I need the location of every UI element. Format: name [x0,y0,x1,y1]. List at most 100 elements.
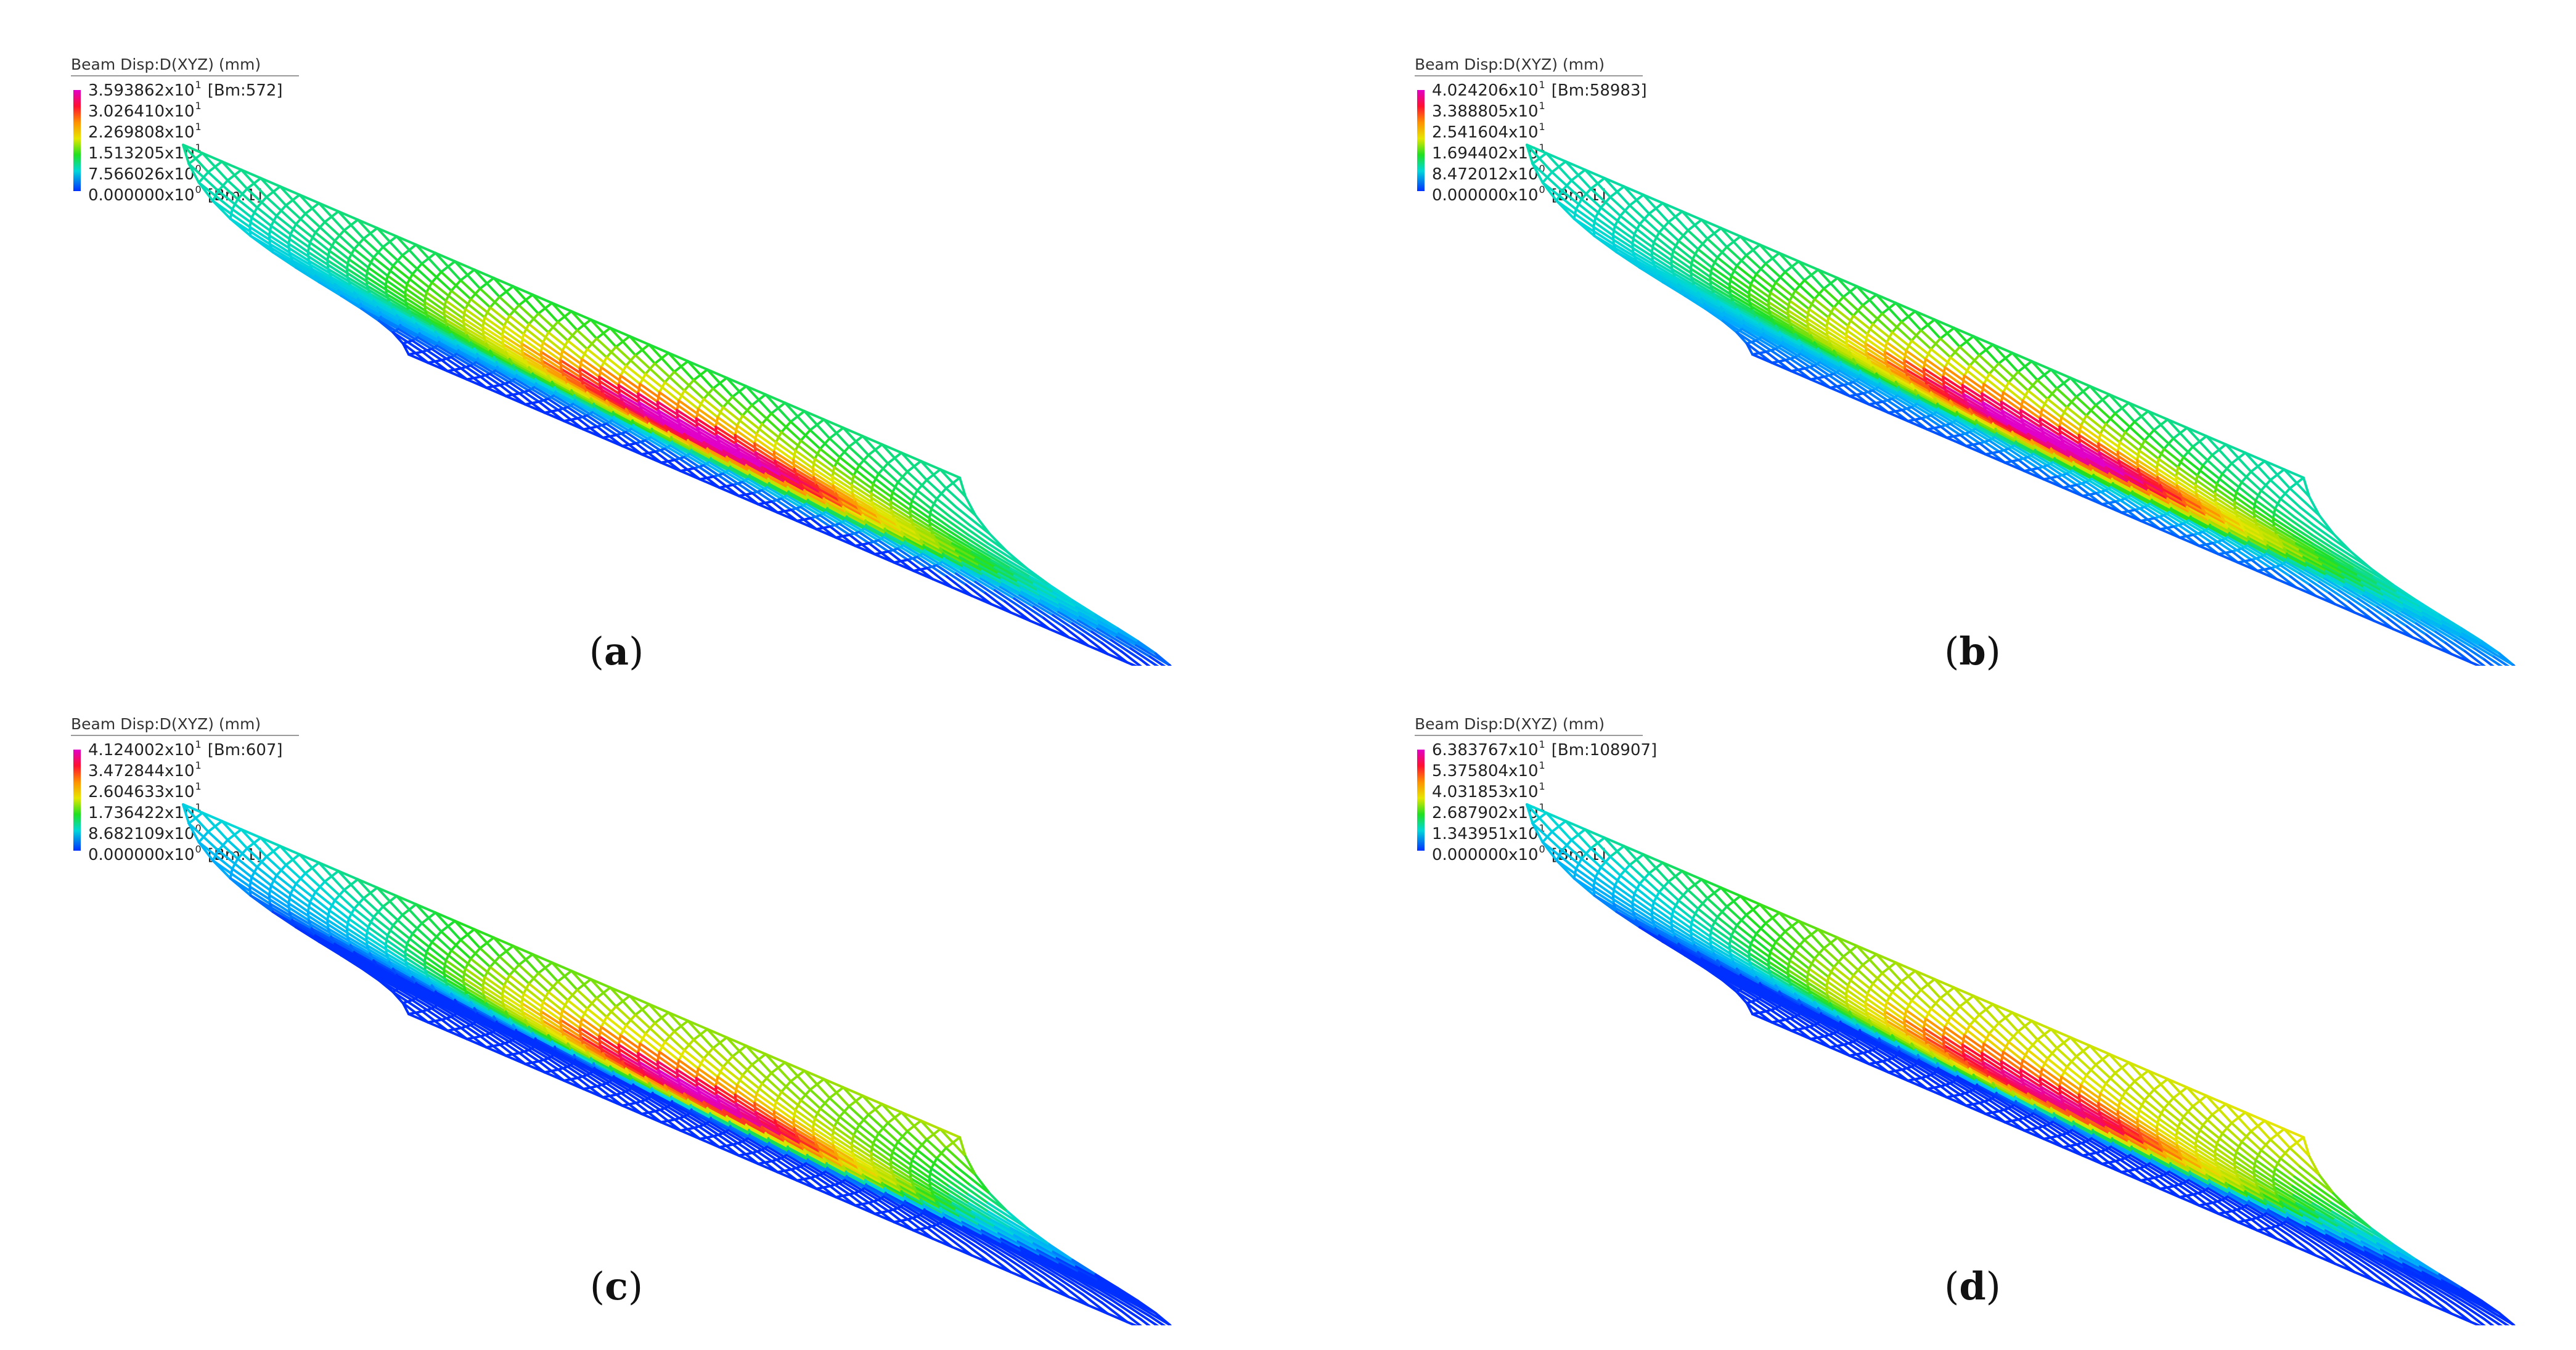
beam-member [711,377,728,390]
beam-member [1154,1312,1171,1325]
beam-member [634,1098,647,1105]
beam-member [1652,891,1661,904]
beam-member [2081,1152,2098,1157]
beam-member [928,517,970,546]
beam-member [1842,381,1855,387]
caption-letter: b [1959,629,1986,674]
beam-member [1923,1036,1929,1046]
beam-member [850,1143,854,1155]
beam-member [1600,855,1612,869]
beam-member [1848,1052,1865,1057]
beam-member [295,266,321,284]
beam-member [1807,298,1816,311]
beam-member [931,534,977,560]
beam-member [2099,1082,2108,1095]
beam-member [1609,845,1625,858]
beam-member [2120,1171,2142,1182]
beam-member [962,565,1002,589]
beam-member [531,953,554,964]
beam-member [1942,366,1947,378]
beam-member [822,1078,844,1089]
beam-member [1658,221,1670,234]
beam-member [2288,1136,2305,1150]
beam-member [920,460,942,471]
caption-letter: d [1959,1264,1986,1309]
beam-member [1864,992,1869,1005]
beam-member [384,934,389,946]
beam-member [2081,451,2088,460]
beam-member [2214,482,2218,495]
beam-member [828,427,844,440]
beam-member [508,963,520,977]
beam-member [2159,1185,2175,1190]
beam-member [2040,398,2049,411]
beam-member [1658,880,1670,894]
beam-member [1910,329,1923,342]
beam-member [2370,567,2395,586]
beam-member [679,1126,696,1132]
beam-member [1013,574,1058,600]
beam-member [328,899,337,912]
beam-member [362,886,378,900]
beam-member [1574,198,1583,211]
beam-member [658,1041,666,1053]
beam-member [579,1036,585,1046]
beam-member [539,1000,544,1013]
beam-member [1700,878,1722,889]
beam-member [1803,268,1820,282]
beam-member [404,942,409,955]
beam-member [1000,1237,1042,1261]
beam-member [2062,486,2084,497]
beam-member [854,1160,861,1170]
beam-member [854,1204,876,1215]
beam-member [624,354,637,367]
beam-member [2314,1254,2336,1265]
beam-member [2153,1174,2165,1179]
beam-member [391,254,404,268]
beam-member [2310,1193,2353,1222]
beam-member [1861,953,1878,967]
beam-member [1611,893,1615,906]
beam-member [1716,245,1728,259]
beam-member [406,272,414,285]
beam-member [732,481,744,486]
beam-member [2077,433,2081,446]
beam-member [968,524,1008,553]
beam-member [2256,1185,2262,1195]
beam-member [906,555,918,562]
beam-member [1787,977,1793,988]
beam-member [2283,547,2327,572]
caption-letter: a [603,629,629,674]
beam-member [2337,566,2382,592]
beam-member [776,467,783,477]
beam-member [2360,1240,2405,1265]
beam-member [2060,406,2069,419]
beam-member [1992,343,2014,354]
beam-member [1004,600,1031,622]
beam-member [974,557,1020,583]
beam-member [279,185,301,196]
beam-member [229,217,252,237]
beam-member [947,1185,990,1213]
beam-member [2464,650,2486,666]
beam-member [731,1044,748,1058]
beam-member [2450,1312,2472,1323]
beam-member [1848,392,1865,398]
beam-member [1749,272,1758,285]
beam-member [211,199,232,220]
beam-member [981,1229,1023,1253]
beam-member [722,395,734,409]
beam-member [2453,1298,2486,1321]
beam-member [206,160,223,174]
beam-member [2275,1193,2282,1203]
beam-member [1865,1010,1870,1021]
beam-member [693,464,705,470]
beam-member [2304,569,2340,592]
beam-member [2079,1102,2084,1113]
beam-member [182,803,190,825]
beam-member [974,581,1007,603]
beam-member [2120,511,2142,522]
caption-b: (b) [1944,629,2001,674]
beam-member [990,603,1012,614]
beam-member [2217,553,2239,564]
